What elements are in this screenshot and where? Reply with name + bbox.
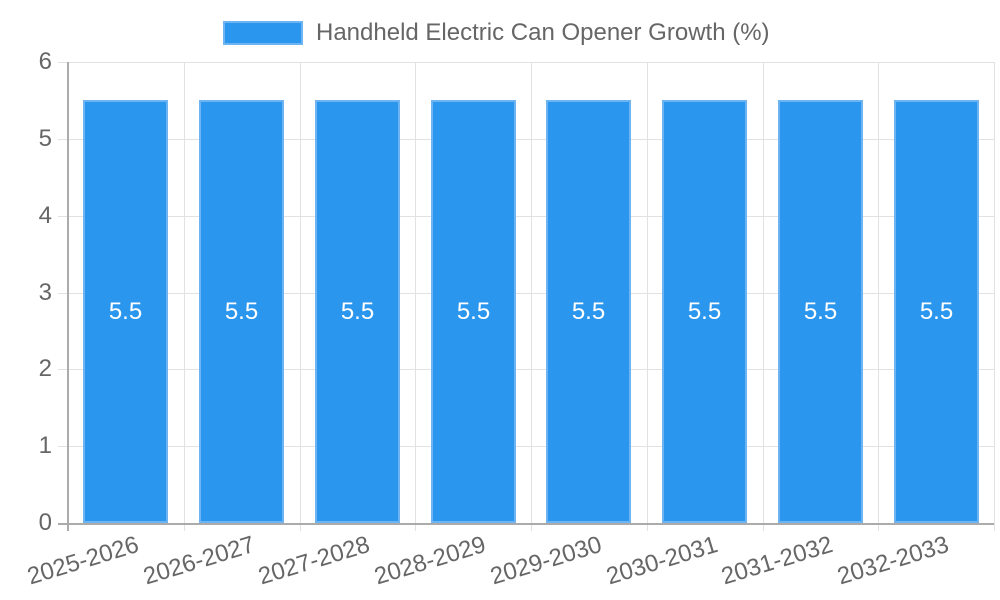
grid-line-vertical	[878, 62, 879, 531]
bar[interactable]: 5.5	[431, 100, 516, 523]
y-tick-label: 5	[38, 125, 52, 152]
y-tick-label: 1	[38, 432, 52, 459]
bar-value-label: 5.5	[456, 297, 491, 325]
grid-line-vertical	[994, 62, 995, 531]
bar-value-label: 5.5	[224, 297, 259, 325]
grid-line-horizontal	[58, 139, 994, 140]
bar-value-label: 5.5	[687, 297, 722, 325]
bar-value-label: 5.5	[803, 297, 838, 325]
y-tick-label: 6	[38, 48, 52, 75]
bar[interactable]: 5.5	[199, 100, 284, 523]
legend-color-box	[223, 21, 303, 45]
bar[interactable]: 5.5	[662, 100, 747, 523]
grid-line-vertical	[763, 62, 764, 531]
grid-line-vertical	[184, 62, 185, 531]
grid-line-horizontal	[58, 216, 994, 217]
grid-line-horizontal	[58, 62, 994, 63]
bar-value-label: 5.5	[108, 297, 143, 325]
bar[interactable]: 5.5	[315, 100, 400, 523]
grid-line-horizontal	[58, 446, 994, 447]
grid-line-vertical	[300, 62, 301, 531]
y-axis-line	[67, 62, 69, 531]
grid-line-vertical	[647, 62, 648, 531]
grid-line-vertical	[415, 62, 416, 531]
bar-value-label: 5.5	[919, 297, 954, 325]
bar[interactable]: 5.5	[546, 100, 631, 523]
bar-value-label: 5.5	[571, 297, 606, 325]
y-tick-label: 3	[38, 279, 52, 306]
grid-line-horizontal	[58, 293, 994, 294]
y-tick-label: 4	[38, 202, 52, 229]
bar[interactable]: 5.5	[778, 100, 863, 523]
grid-line-horizontal	[58, 369, 994, 370]
chart-legend-item[interactable]: Handheld Electric Can Opener Growth (%)	[223, 19, 770, 47]
y-tick-label: 0	[38, 509, 52, 536]
grid-line-vertical	[531, 62, 532, 531]
y-tick-label: 2	[38, 355, 52, 382]
legend-label: Handheld Electric Can Opener Growth (%)	[316, 19, 770, 46]
bar[interactable]: 5.5	[83, 100, 168, 523]
bar-value-label: 5.5	[340, 297, 375, 325]
bar[interactable]: 5.5	[894, 100, 979, 523]
x-axis-line	[58, 523, 994, 525]
